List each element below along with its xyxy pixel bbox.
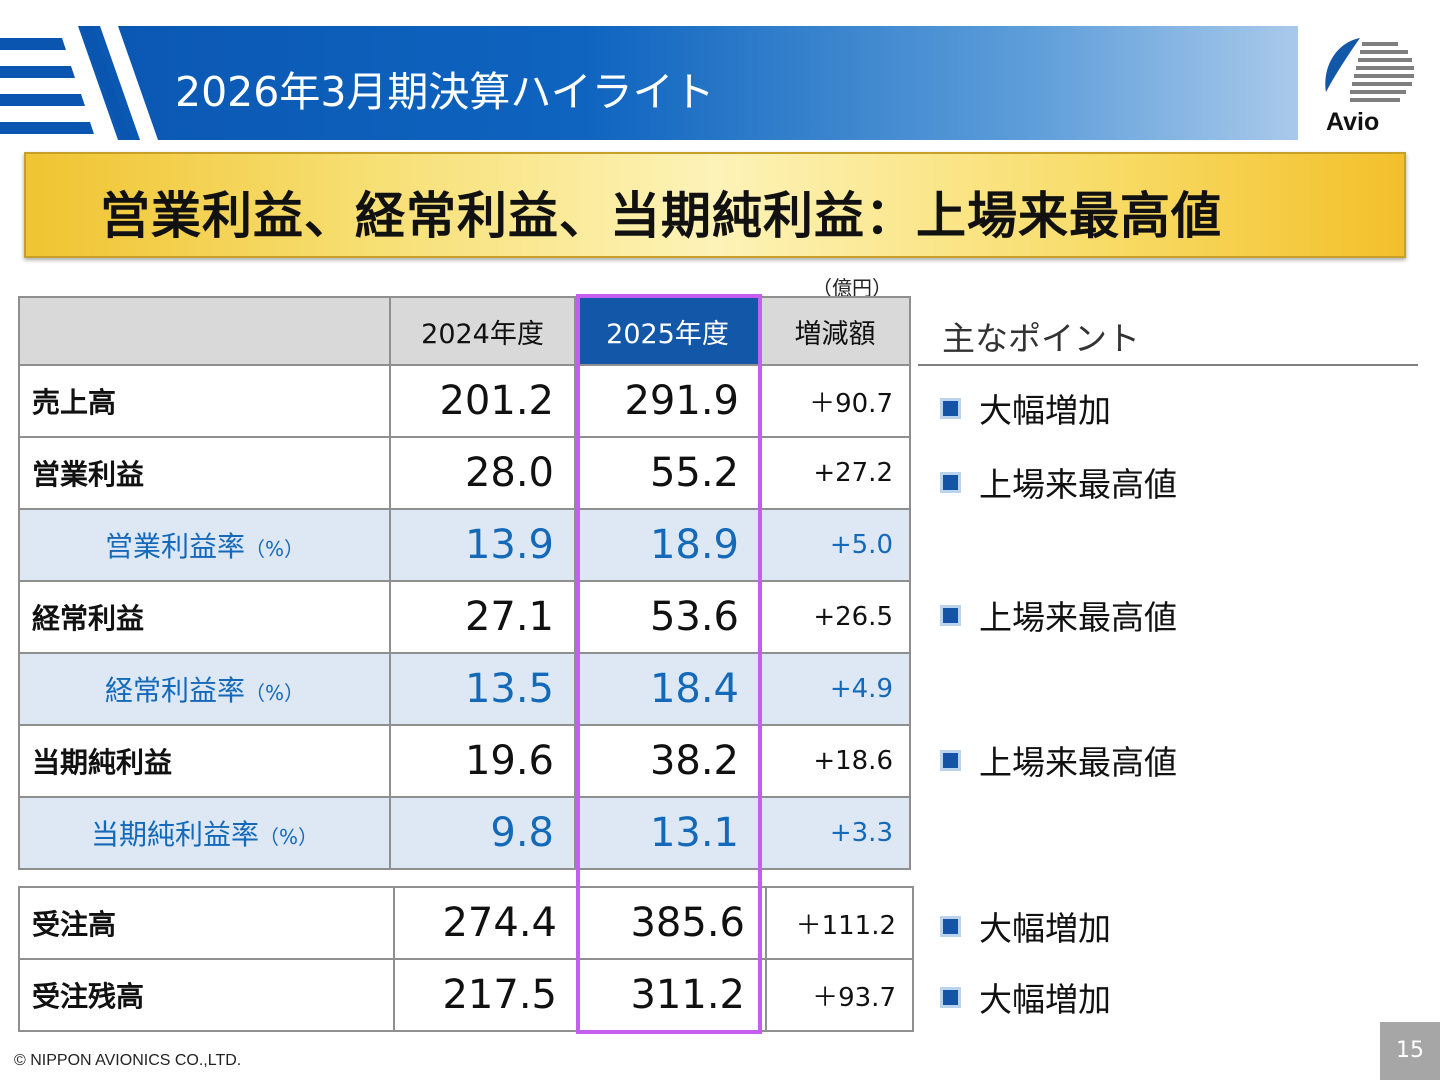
table-row-order-backlog: 受注残高 217.5 311.2 ＋93.7 xyxy=(18,958,914,1032)
value-fy2024: 13.9 xyxy=(389,508,576,582)
value-fy2024: 19.6 xyxy=(389,724,576,798)
rate-label-text: 当期純利益率 xyxy=(90,818,259,851)
avio-logo-icon xyxy=(1325,38,1414,102)
points-title: 主なポイント xyxy=(942,319,1140,358)
value-fy2025: 18.9 xyxy=(574,508,761,582)
value-fy2025: 385.6 xyxy=(577,886,767,960)
point-item: 上場来最高値 xyxy=(940,591,1177,639)
orders-table: 受注高 274.4 385.6 ＋111.2 受注残高 217.5 311.2 … xyxy=(18,886,914,1032)
value-fy2025: 55.2 xyxy=(574,436,761,510)
row-label: 受注高 xyxy=(18,886,395,960)
square-bullet-icon xyxy=(940,749,961,771)
value-fy2024: 217.5 xyxy=(393,958,579,1032)
square-bullet-icon xyxy=(940,397,961,419)
point-item: 大幅増加 xyxy=(940,902,1111,950)
value-diff: +5.0 xyxy=(759,508,911,582)
table-row-ordinary-profit: 経常利益 27.1 53.6 +26.5 xyxy=(18,580,911,654)
row-label: 営業利益 xyxy=(18,436,391,510)
row-label: 経常利益 xyxy=(18,580,391,654)
header-diff: 増減額 xyxy=(759,296,911,366)
value-fy2024: 201.2 xyxy=(389,364,576,438)
header-bar xyxy=(0,26,1298,140)
point-text: 上場来最高値 xyxy=(979,598,1177,637)
point-item: 大幅増加 xyxy=(940,384,1111,432)
value-fy2025: 13.1 xyxy=(574,796,761,870)
row-label: 当期純利益率（%） xyxy=(18,796,391,870)
value-fy2024: 274.4 xyxy=(393,886,579,960)
point-item: 上場来最高値 xyxy=(940,458,1177,506)
value-diff: ＋93.7 xyxy=(765,958,914,1032)
value-diff: +18.6 xyxy=(759,724,911,798)
point-text: 上場来最高値 xyxy=(979,465,1177,504)
table-row-orders-received: 受注高 274.4 385.6 ＋111.2 xyxy=(18,886,914,960)
header-stripes-graphic xyxy=(0,26,158,140)
value-fy2025: 311.2 xyxy=(577,958,767,1032)
value-fy2025: 291.9 xyxy=(574,364,761,438)
value-diff: ＋90.7 xyxy=(759,364,911,438)
copyright-text: © NIPPON AVIONICS CO.,LTD. xyxy=(14,1052,242,1069)
point-item: 大幅増加 xyxy=(940,973,1111,1021)
row-label: 営業利益率（%） xyxy=(18,508,391,582)
value-diff: +26.5 xyxy=(759,580,911,654)
rate-label-suffix: （%） xyxy=(245,681,305,705)
table-row-sales: 売上高 201.2 291.9 ＋90.7 xyxy=(18,364,911,438)
point-text: 上場来最高値 xyxy=(979,743,1177,782)
value-fy2024: 27.1 xyxy=(389,580,576,654)
value-fy2024: 28.0 xyxy=(389,436,576,510)
row-label: 売上高 xyxy=(18,364,391,438)
rate-label-suffix: （%） xyxy=(245,537,305,561)
table-row-net-income: 当期純利益 19.6 38.2 +18.6 xyxy=(18,724,911,798)
value-fy2024: 9.8 xyxy=(389,796,576,870)
header-blank-cell xyxy=(18,296,391,366)
value-diff: ＋111.2 xyxy=(765,886,914,960)
page-title: 2026年3月期決算ハイライト xyxy=(175,68,715,116)
square-bullet-icon xyxy=(940,604,961,626)
point-text: 大幅増加 xyxy=(979,391,1111,430)
value-fy2025: 18.4 xyxy=(574,652,761,726)
point-text: 大幅増加 xyxy=(979,980,1111,1019)
table-row-operating-margin: 営業利益率（%） 13.9 18.9 +5.0 xyxy=(18,508,911,582)
value-diff: +27.2 xyxy=(759,436,911,510)
value-fy2025: 53.6 xyxy=(574,580,761,654)
square-bullet-icon xyxy=(940,915,961,937)
page-number: 15 xyxy=(1380,1022,1440,1080)
highlight-banner xyxy=(24,152,1406,258)
row-label: 当期純利益 xyxy=(18,724,391,798)
rate-label-text: 経常利益率 xyxy=(104,674,245,707)
unit-label: （億円） xyxy=(812,276,892,300)
rate-label-suffix: （%） xyxy=(259,825,319,849)
value-fy2024: 13.5 xyxy=(389,652,576,726)
logo-text: Avio xyxy=(1326,108,1380,136)
table-row-net-margin: 当期純利益率（%） 9.8 13.1 +3.3 xyxy=(18,796,911,870)
row-label: 受注残高 xyxy=(18,958,395,1032)
table-row-ordinary-margin: 経常利益率（%） 13.5 18.4 +4.9 xyxy=(18,652,911,726)
rate-label-text: 営業利益率 xyxy=(104,530,245,563)
square-bullet-icon xyxy=(940,471,961,493)
point-item: 上場来最高値 xyxy=(940,736,1177,784)
point-text: 大幅増加 xyxy=(979,909,1111,948)
header-fy2024: 2024年度 xyxy=(389,296,576,366)
square-bullet-icon xyxy=(940,986,961,1008)
value-diff: +3.3 xyxy=(759,796,911,870)
table-header-row: 2024年度 2025年度 増減額 xyxy=(18,296,911,366)
table-row-operating-profit: 営業利益 28.0 55.2 +27.2 xyxy=(18,436,911,510)
points-divider xyxy=(918,364,1418,366)
financial-table: 2024年度 2025年度 増減額 売上高 201.2 291.9 ＋90.7 … xyxy=(18,296,911,870)
row-label: 経常利益率（%） xyxy=(18,652,391,726)
value-diff: +4.9 xyxy=(759,652,911,726)
value-fy2025: 38.2 xyxy=(574,724,761,798)
header-fy2025: 2025年度 xyxy=(574,296,761,366)
banner-headline: 営業利益、経常利益、当期純利益：上場来最高値 xyxy=(100,187,1222,245)
